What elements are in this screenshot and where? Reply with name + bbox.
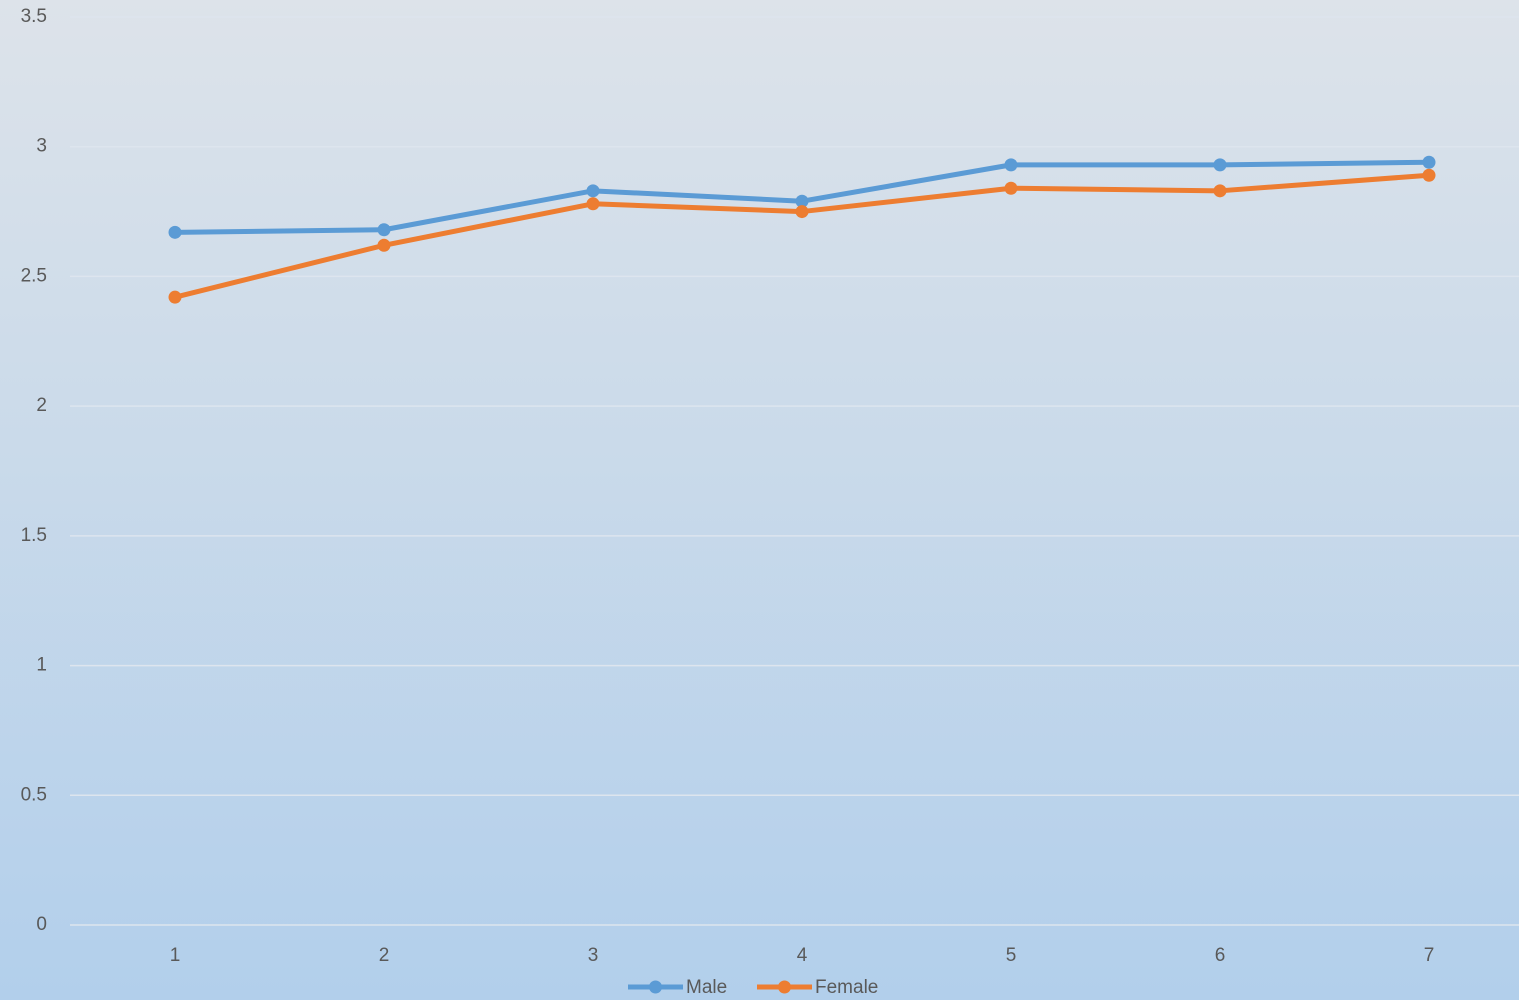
y-tick-label: 2.5 <box>21 265 47 286</box>
data-point <box>377 223 391 237</box>
y-tick-label: 3.5 <box>21 6 47 27</box>
legend-label: Female <box>815 977 878 998</box>
y-tick-label: 0 <box>36 914 47 935</box>
y-tick-label: 2 <box>36 395 47 416</box>
x-tick-label: 2 <box>379 945 390 966</box>
x-tick-label: 5 <box>1006 945 1017 966</box>
x-tick-label: 7 <box>1424 945 1435 966</box>
data-point <box>168 225 182 239</box>
data-point <box>795 194 809 208</box>
x-tick-label: 1 <box>170 945 181 966</box>
data-point <box>377 238 391 252</box>
data-point <box>1213 184 1227 198</box>
x-tick-label: 6 <box>1215 945 1226 966</box>
data-point <box>1422 155 1436 169</box>
data-point <box>1213 158 1227 172</box>
y-tick-label: 0.5 <box>21 784 47 805</box>
y-tick-label: 1.5 <box>21 525 47 546</box>
y-tick-label: 1 <box>36 655 47 676</box>
data-point <box>168 290 182 304</box>
legend-label: Male <box>686 977 727 998</box>
x-tick-label: 4 <box>797 945 808 966</box>
legend-marker <box>649 980 662 994</box>
data-point <box>586 197 600 211</box>
data-point <box>586 184 600 198</box>
legend-marker <box>778 980 791 994</box>
data-point <box>795 205 809 219</box>
data-point <box>1422 168 1436 182</box>
data-point <box>1004 181 1018 195</box>
data-point <box>1004 158 1018 172</box>
x-tick-label: 3 <box>588 945 599 966</box>
y-tick-label: 3 <box>36 136 47 157</box>
